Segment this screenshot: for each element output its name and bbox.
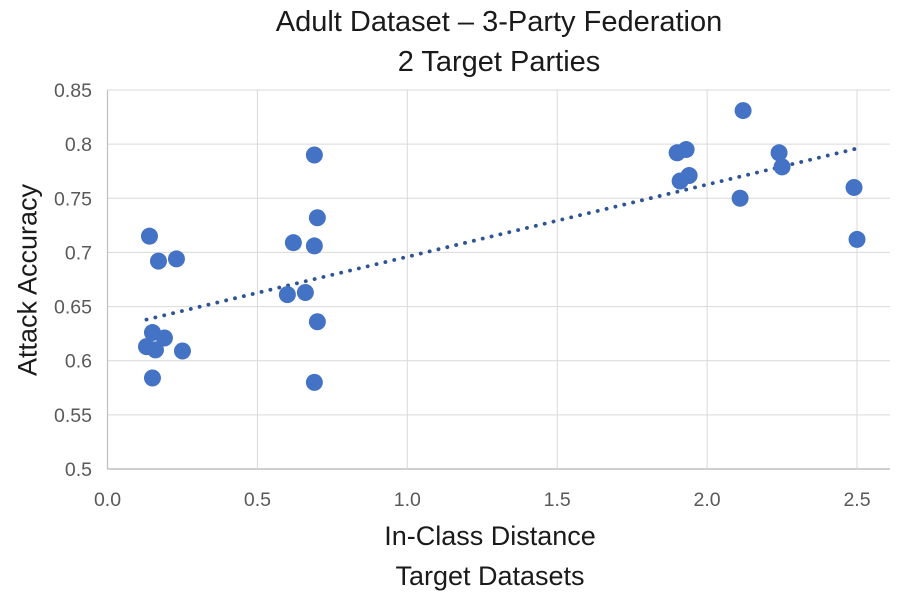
y-tick-label: 0.65 bbox=[54, 297, 92, 319]
scatter-point bbox=[677, 141, 695, 159]
x-tick-label: 0.5 bbox=[244, 489, 271, 511]
scatter-point bbox=[155, 329, 173, 347]
scatter-point bbox=[308, 313, 326, 331]
y-tick-label: 0.85 bbox=[54, 80, 92, 102]
scatter-point bbox=[848, 230, 866, 248]
x-tick-label: 2.0 bbox=[694, 489, 721, 511]
scatter-point bbox=[305, 237, 323, 255]
scatter-point bbox=[146, 341, 164, 359]
scatter-point bbox=[845, 178, 863, 196]
y-tick-label: 0.75 bbox=[54, 188, 92, 210]
scatter-point bbox=[173, 342, 191, 360]
scatter-point bbox=[680, 167, 698, 185]
chart-title-line2: 2 Target Parties bbox=[397, 46, 601, 78]
scatter-point bbox=[305, 373, 323, 391]
trendline bbox=[144, 146, 859, 322]
x-tick-label: 1.0 bbox=[394, 489, 421, 511]
x-tick-label: 0.0 bbox=[94, 489, 121, 511]
x-tick-label: 2.5 bbox=[843, 489, 870, 511]
chart-title: Adult Dataset – 3-Party Federation 2 Tar… bbox=[108, 2, 890, 82]
scatter-point bbox=[278, 286, 296, 304]
y-tick-label: 0.6 bbox=[65, 351, 92, 373]
x-axis-title-line1: In-Class Distance bbox=[384, 521, 596, 551]
y-tick-label: 0.7 bbox=[65, 242, 92, 264]
y-tick-label: 0.8 bbox=[65, 134, 92, 156]
x-axis-title-line2: Target Datasets bbox=[395, 561, 585, 591]
scatter-point bbox=[296, 283, 314, 301]
scatter-point bbox=[140, 227, 158, 245]
scatter-point bbox=[773, 158, 791, 176]
scatter-point bbox=[149, 252, 167, 270]
scatter-point bbox=[734, 102, 752, 120]
scatter-point bbox=[143, 369, 161, 387]
scatter-point bbox=[167, 250, 185, 268]
x-tick-label: 1.5 bbox=[544, 489, 571, 511]
y-axis-title-text: Attack Accuracy bbox=[12, 183, 43, 377]
scatter-point bbox=[308, 209, 326, 227]
x-axis-title: In-Class Distance Target Datasets bbox=[90, 516, 890, 596]
y-tick-label: 0.5 bbox=[65, 459, 92, 481]
scatter-point bbox=[770, 144, 788, 162]
scatter-point bbox=[305, 146, 323, 164]
y-tick-label: 0.55 bbox=[54, 405, 92, 427]
scatter-point bbox=[284, 234, 302, 252]
scatter-point bbox=[731, 189, 749, 207]
chart-title-line1: Adult Dataset – 3-Party Federation bbox=[275, 6, 723, 38]
